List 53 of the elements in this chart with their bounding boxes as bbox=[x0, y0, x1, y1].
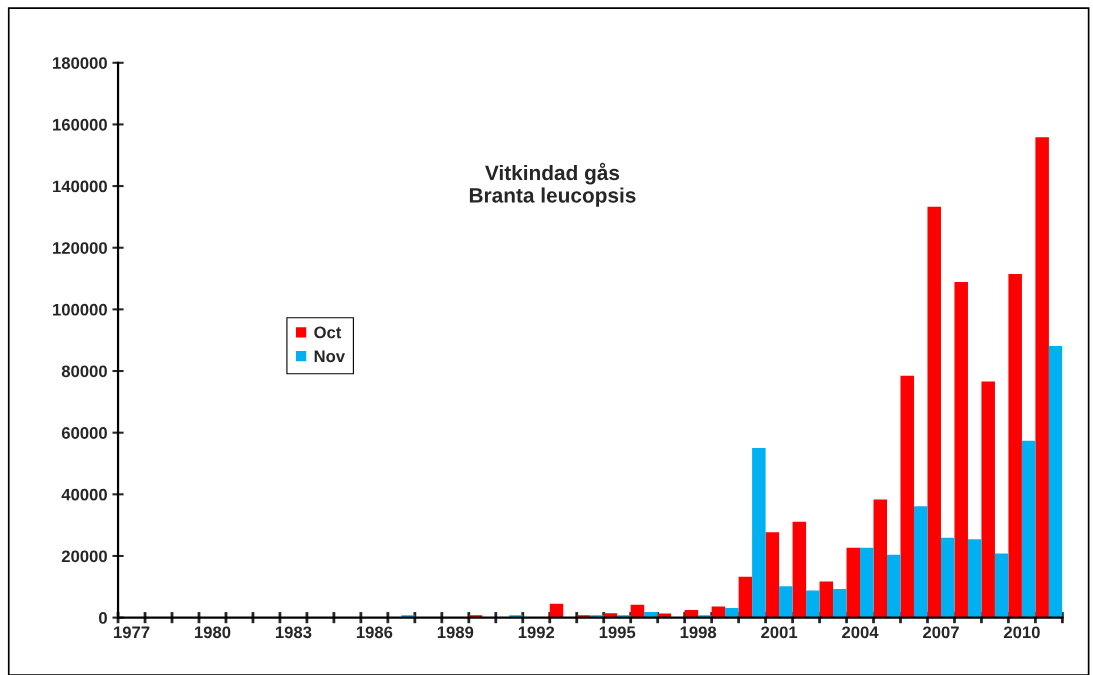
y-tick-label: 160000 bbox=[53, 118, 107, 131]
bar bbox=[779, 586, 793, 618]
bar bbox=[1048, 346, 1063, 618]
bar bbox=[846, 547, 861, 618]
bar bbox=[765, 532, 780, 618]
x-tick-label: 2004 bbox=[842, 626, 879, 639]
legend-label: Oct bbox=[314, 326, 342, 339]
text: Vitkindad gås Branta leucopsis bbox=[469, 162, 636, 207]
x-tick-label: 2010 bbox=[1003, 626, 1040, 639]
bar bbox=[1008, 273, 1022, 618]
x-tick-label: 1980 bbox=[194, 626, 231, 639]
x-tick-label: 2007 bbox=[923, 626, 959, 639]
bar bbox=[738, 576, 753, 618]
legend-label: Nov bbox=[314, 350, 345, 363]
x-tick-label: 2001 bbox=[761, 626, 798, 639]
bar bbox=[981, 381, 995, 618]
y-tick-label: 80000 bbox=[61, 365, 107, 378]
bar bbox=[940, 537, 955, 618]
bar bbox=[860, 547, 874, 618]
bar bbox=[1021, 440, 1036, 618]
y-tick-label: 140000 bbox=[53, 180, 107, 193]
x-tick-label: 1983 bbox=[275, 626, 312, 639]
bar bbox=[549, 603, 564, 618]
y-tick-label: 100000 bbox=[53, 303, 107, 316]
x-tick-label: 1995 bbox=[599, 626, 636, 639]
y-tick-label: 180000 bbox=[53, 57, 107, 69]
y-tick-label: 20000 bbox=[61, 550, 107, 563]
bar bbox=[1035, 137, 1049, 618]
bar bbox=[927, 206, 941, 618]
bar bbox=[752, 448, 766, 618]
bar bbox=[833, 588, 847, 618]
bar bbox=[967, 539, 982, 618]
bar bbox=[806, 590, 820, 618]
bar bbox=[914, 506, 928, 618]
bar bbox=[792, 521, 807, 618]
bar bbox=[994, 553, 1009, 618]
x-tick-label: 1986 bbox=[356, 626, 393, 639]
bar bbox=[954, 281, 968, 618]
bar bbox=[725, 608, 739, 618]
y-tick-label: 40000 bbox=[61, 488, 107, 501]
bar bbox=[644, 612, 658, 618]
bar bbox=[873, 499, 888, 618]
x-tick-label: 1977 bbox=[114, 626, 150, 639]
bar bbox=[819, 581, 834, 618]
y-tick-label: 60000 bbox=[61, 427, 107, 439]
y-tick-label: 120000 bbox=[53, 242, 107, 254]
bar bbox=[887, 554, 901, 618]
bar bbox=[900, 375, 914, 618]
x-tick-label: 1992 bbox=[518, 626, 555, 639]
x-tick-label: 1989 bbox=[437, 626, 474, 639]
bar bbox=[603, 613, 618, 618]
x-tick-label: 1998 bbox=[680, 626, 717, 639]
y-tick-label: 0 bbox=[99, 612, 107, 624]
